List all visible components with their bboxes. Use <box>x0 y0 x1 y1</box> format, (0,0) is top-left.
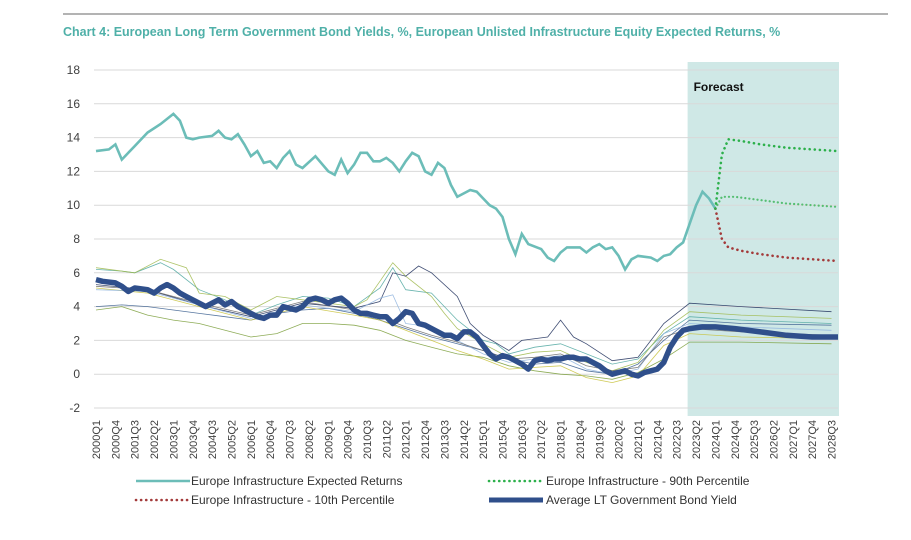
x-tick-label: 2000Q1 <box>91 420 103 459</box>
x-tick-label: 2007Q3 <box>285 420 297 459</box>
y-axis: -2 0 2 4 6 8 10 12 14 16 18 <box>67 63 81 415</box>
series-10th-percentile <box>714 207 840 263</box>
x-tick-label: 2024Q4 <box>730 420 742 459</box>
main-series <box>95 112 840 379</box>
x-tick-label: 2012Q4 <box>420 420 432 459</box>
country-yield-line <box>95 304 832 375</box>
x-tick-label: 2013Q3 <box>439 420 451 459</box>
x-tick-label: 2001Q3 <box>130 420 142 459</box>
series-median-forecast <box>714 195 840 210</box>
x-tick-label: 2021Q1 <box>633 420 645 459</box>
country-yield-line <box>95 265 832 362</box>
legend-label-10th-percentile: Europe Infrastructure - 10th Percentile <box>191 493 395 507</box>
x-tick-label: 2002Q2 <box>149 420 161 459</box>
grid <box>94 69 838 409</box>
top-rule <box>63 13 888 15</box>
y-tick-label: 8 <box>73 232 80 246</box>
x-tick-label: 2004Q3 <box>207 420 219 459</box>
x-tick-label: 2014Q2 <box>459 420 471 459</box>
x-tick-label: 2015Q4 <box>497 420 509 459</box>
y-tick-label: -2 <box>69 401 80 415</box>
x-tick-label: 2005Q2 <box>226 420 238 459</box>
x-tick-label: 2025Q3 <box>749 420 761 459</box>
x-tick-label: 2027Q4 <box>807 420 819 459</box>
series-avg-bond-yield <box>95 276 838 379</box>
y-tick-label: 12 <box>67 164 81 178</box>
x-tick-label: 2006Q1 <box>246 420 258 459</box>
x-tick-label: 2012Q1 <box>401 420 413 459</box>
series-expected-returns <box>95 112 717 273</box>
y-tick-label: 4 <box>73 300 80 314</box>
legend: Europe Infrastructure Expected Returns E… <box>134 474 750 507</box>
country-yield-line <box>95 262 832 365</box>
x-tick-label: 2000Q4 <box>110 420 122 459</box>
x-tick-label: 2018Q1 <box>556 420 568 459</box>
x-tick-label: 2016Q3 <box>517 420 529 459</box>
x-tick-label: 2018Q4 <box>575 420 587 459</box>
x-tick-label: 2027Q1 <box>788 420 800 459</box>
legend-label-avg-bond-yield: Average LT Government Bond Yield <box>546 493 737 507</box>
y-tick-label: 2 <box>73 333 80 347</box>
chart-title: Chart 4: European Long Term Government B… <box>63 25 781 39</box>
series-90th-percentile <box>714 137 840 210</box>
x-tick-label: 2003Q4 <box>188 420 200 459</box>
x-tick-label: 2028Q3 <box>827 420 839 459</box>
y-tick-label: 10 <box>67 198 81 212</box>
country-yield-line <box>95 306 832 380</box>
x-axis: 2000Q1 2000Q4 2001Q3 2002Q2 2003Q1 2003Q4 2004… <box>91 420 839 459</box>
y-tick-label: 16 <box>67 97 81 111</box>
country-yield-line <box>95 285 832 372</box>
x-tick-label: 2011Q2 <box>381 420 393 458</box>
y-tick-label: 14 <box>67 131 81 145</box>
y-tick-label: 6 <box>73 266 80 280</box>
x-tick-label: 2010Q3 <box>362 420 374 459</box>
x-tick-label: 2026Q2 <box>768 420 780 459</box>
x-tick-label: 2024Q1 <box>710 420 722 459</box>
x-tick-label: 2006Q4 <box>265 420 277 459</box>
x-tick-label: 2008Q2 <box>304 420 316 459</box>
y-tick-label: 0 <box>73 367 80 381</box>
x-tick-label: 2015Q1 <box>478 420 490 459</box>
legend-label-90th-percentile: Europe Infrastructure - 90th Percentile <box>546 474 750 488</box>
x-tick-label: 2020Q2 <box>614 420 626 459</box>
x-tick-label: 2009Q1 <box>323 420 335 459</box>
x-tick-label: 2009Q4 <box>343 420 355 459</box>
legend-label-expected-returns: Europe Infrastructure Expected Returns <box>191 474 402 488</box>
x-tick-label: 2003Q1 <box>168 420 180 459</box>
x-tick-label: 2017Q2 <box>536 420 548 459</box>
forecast-label: Forecast <box>694 80 744 94</box>
x-tick-label: 2023Q2 <box>691 420 703 459</box>
y-tick-label: 18 <box>67 63 81 77</box>
x-tick-label: 2019Q3 <box>594 420 606 459</box>
x-tick-label: 2021Q4 <box>652 420 664 459</box>
x-tick-label: 2022Q3 <box>672 420 684 459</box>
